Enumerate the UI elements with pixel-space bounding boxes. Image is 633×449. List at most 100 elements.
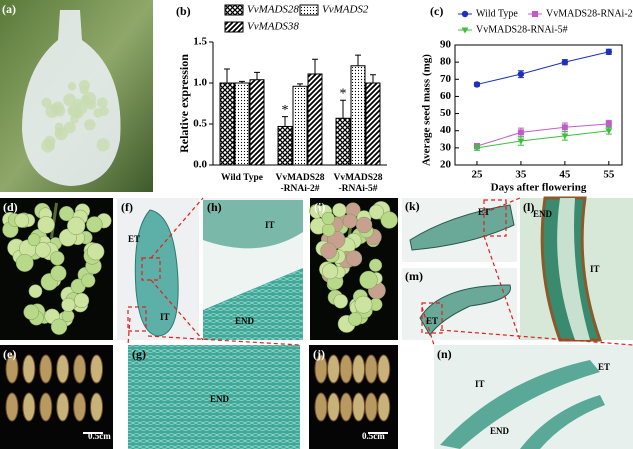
berry bbox=[63, 93, 76, 107]
photo-label: END bbox=[490, 426, 510, 436]
grape bbox=[15, 254, 34, 272]
zoom-box bbox=[127, 306, 147, 332]
seed bbox=[56, 392, 70, 422]
panel-label: (j) bbox=[313, 347, 325, 361]
grape bbox=[86, 216, 103, 233]
y-tick-label: 50 bbox=[440, 107, 452, 119]
error-bar bbox=[239, 80, 245, 83]
y-tick-label: 30 bbox=[440, 141, 452, 153]
photo-label: IT bbox=[160, 312, 170, 322]
grape bbox=[34, 242, 51, 258]
y-tick-label: 70 bbox=[440, 73, 452, 85]
plot-frame bbox=[454, 44, 623, 166]
photo-label: ET bbox=[598, 362, 610, 372]
legend-label: VvMADS28-RNAi-5# bbox=[476, 24, 568, 35]
grape bbox=[368, 258, 383, 272]
panel-label: (g) bbox=[132, 347, 146, 361]
zoom-box bbox=[483, 199, 507, 237]
y-axis-label: Average seed mass (mg) bbox=[421, 54, 433, 166]
legend-label: Wild Type bbox=[476, 8, 518, 19]
seed bbox=[327, 354, 341, 384]
error-bar bbox=[282, 116, 288, 127]
seed bbox=[364, 392, 378, 422]
seed bbox=[352, 354, 366, 384]
error-bar bbox=[224, 68, 230, 83]
grape bbox=[87, 242, 105, 261]
seed bbox=[22, 392, 36, 422]
panel-label: (c) bbox=[430, 4, 443, 18]
legend-label: VvMADS28 bbox=[247, 4, 299, 16]
data-point bbox=[605, 48, 613, 56]
berry bbox=[96, 138, 110, 152]
connector bbox=[439, 329, 633, 346]
photo-label: ET bbox=[426, 316, 438, 326]
seed bbox=[90, 392, 104, 422]
seed bbox=[56, 354, 70, 384]
x-tick-label: -RNAi-5# bbox=[338, 184, 377, 194]
tissue bbox=[203, 200, 303, 249]
grape bbox=[368, 204, 384, 220]
data-point bbox=[517, 138, 525, 145]
error-bar bbox=[312, 58, 318, 74]
grape bbox=[345, 250, 363, 267]
x-tick-label: 45 bbox=[559, 169, 571, 181]
panel-label: (h) bbox=[207, 200, 222, 214]
series-line bbox=[476, 51, 609, 85]
grape bbox=[342, 213, 358, 229]
berry bbox=[51, 101, 64, 114]
y-tick-label: 0.0 bbox=[193, 159, 207, 171]
grape bbox=[348, 312, 363, 327]
berry bbox=[45, 140, 55, 150]
x-axis-label: Days after flowering bbox=[491, 182, 587, 194]
panel-label: (i) bbox=[314, 200, 325, 214]
data-point bbox=[561, 58, 569, 66]
y-tick-label: 1.5 bbox=[193, 36, 207, 48]
x-tick-label: 25 bbox=[471, 169, 483, 181]
photo-label: END bbox=[533, 209, 553, 219]
error-bar bbox=[355, 54, 361, 66]
legend-swatch bbox=[224, 21, 244, 33]
data-point bbox=[605, 128, 613, 135]
grape bbox=[67, 216, 86, 235]
bar bbox=[234, 82, 250, 166]
photo-label: END bbox=[210, 394, 230, 404]
zoom-box bbox=[141, 257, 161, 281]
grape bbox=[73, 292, 90, 309]
error-bar bbox=[297, 83, 303, 87]
seed bbox=[352, 392, 366, 422]
panel-label: (d) bbox=[3, 200, 18, 214]
x-tick-label: VvMADS28 bbox=[333, 173, 382, 183]
grape bbox=[320, 242, 337, 260]
photo-label: 0.5cm bbox=[88, 431, 111, 441]
berry bbox=[82, 91, 97, 106]
panel-label: (f) bbox=[121, 200, 133, 214]
grape bbox=[50, 265, 67, 282]
tissue bbox=[520, 395, 605, 449]
grape bbox=[50, 318, 68, 335]
bar bbox=[350, 65, 366, 166]
seed bbox=[90, 354, 104, 384]
data-point bbox=[517, 129, 524, 136]
legend-marker bbox=[461, 27, 469, 34]
seed bbox=[327, 392, 341, 422]
grape bbox=[380, 211, 398, 229]
seed bbox=[339, 392, 353, 422]
x-tick-label: VvMADS28 bbox=[275, 173, 324, 183]
bar bbox=[292, 85, 308, 166]
grape bbox=[321, 223, 336, 237]
x-tick-label: 55 bbox=[603, 169, 615, 181]
legend-swatch bbox=[299, 4, 319, 16]
photo-label: END bbox=[235, 316, 255, 326]
berry bbox=[79, 84, 89, 95]
data-point bbox=[473, 81, 481, 88]
berry bbox=[93, 108, 103, 118]
panel-label: (e) bbox=[3, 347, 16, 361]
photo-label: IT bbox=[475, 379, 485, 389]
grape bbox=[355, 216, 373, 234]
berry bbox=[67, 82, 77, 91]
grape bbox=[332, 203, 347, 218]
y-axis-label: Relative expression bbox=[177, 54, 191, 153]
grape bbox=[81, 273, 96, 288]
connector bbox=[147, 335, 301, 346]
